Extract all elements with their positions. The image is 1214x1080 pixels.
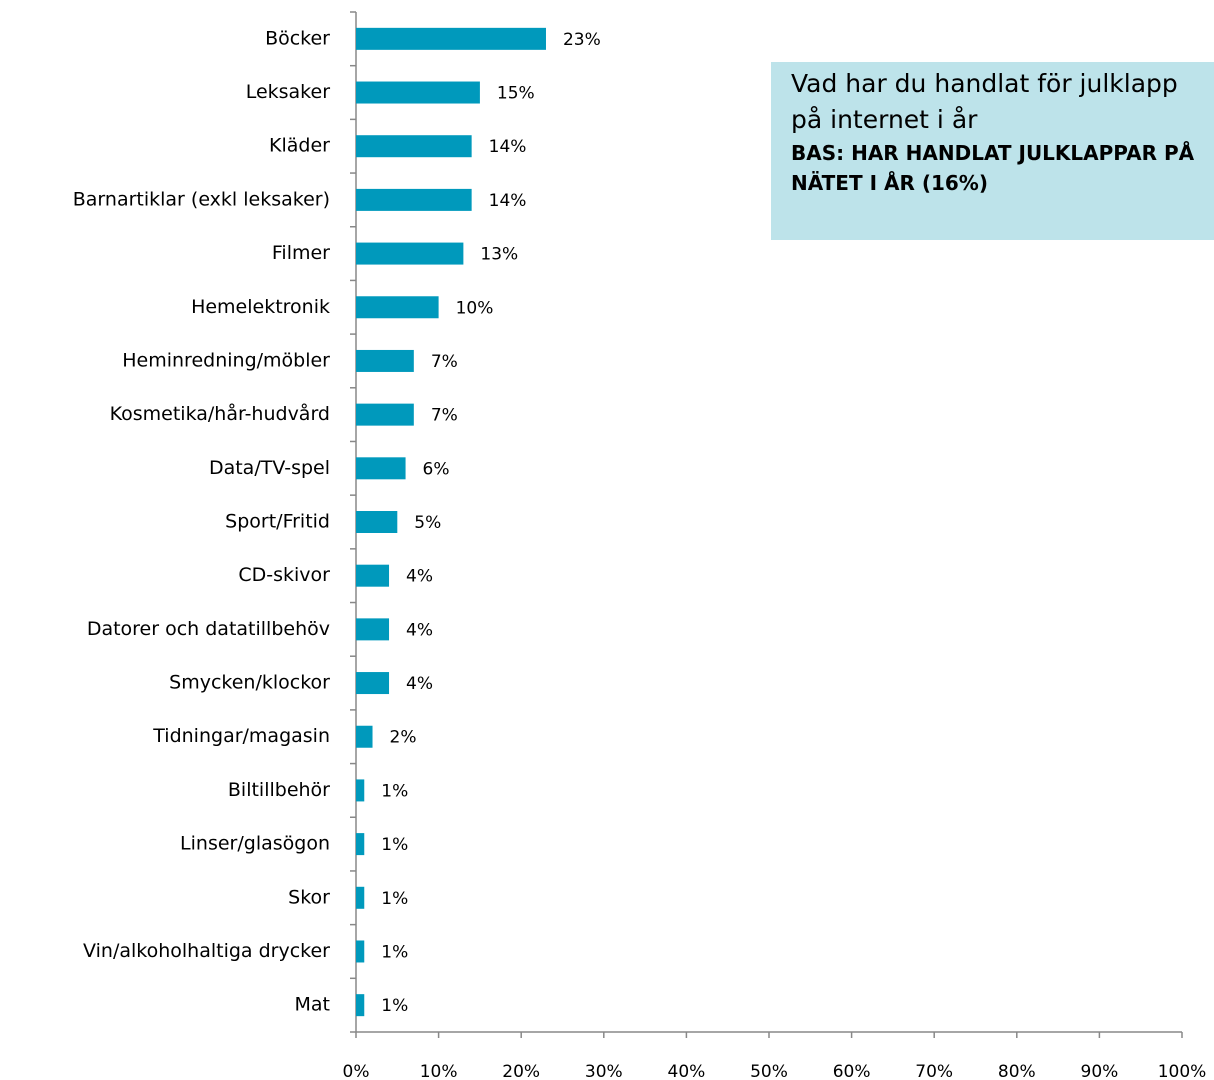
category-label: Sport/Fritid bbox=[225, 511, 330, 533]
bar bbox=[356, 994, 365, 1017]
bar bbox=[356, 886, 365, 909]
bar bbox=[356, 940, 365, 963]
bar bbox=[356, 349, 414, 372]
category-label: Barnartiklar (exkl leksaker) bbox=[73, 188, 330, 210]
value-label: 2% bbox=[390, 728, 417, 748]
value-label: 4% bbox=[406, 620, 433, 640]
bar bbox=[356, 457, 406, 480]
category-label: Böcker bbox=[265, 27, 330, 49]
category-label: Vin/alkoholhaltiga drycker bbox=[83, 940, 330, 962]
category-label: Tidningar/magasin bbox=[152, 725, 330, 747]
x-tick-label: 0% bbox=[343, 1062, 370, 1080]
bar bbox=[356, 511, 398, 533]
value-label: 5% bbox=[414, 513, 441, 533]
chart-subtitle: BAS: HAR HANDLAT JULKLAPPAR PÅ NÄTET I Å… bbox=[791, 141, 1195, 195]
category-label: Filmer bbox=[272, 242, 330, 264]
value-label: 15% bbox=[497, 84, 535, 104]
value-label: 14% bbox=[489, 137, 527, 157]
category-label: Biltillbehör bbox=[228, 779, 330, 801]
category-label: Linser/glasögon bbox=[180, 833, 330, 855]
bar bbox=[356, 564, 390, 587]
category-label: Kläder bbox=[269, 135, 330, 157]
category-label: Hemelektronik bbox=[191, 296, 330, 318]
value-label: 1% bbox=[381, 889, 408, 909]
bar bbox=[356, 672, 390, 695]
value-label: 13% bbox=[480, 245, 518, 265]
bar bbox=[356, 618, 390, 641]
x-tick-label: 20% bbox=[502, 1062, 540, 1080]
x-tick-label: 60% bbox=[833, 1062, 871, 1080]
category-label: CD-skivor bbox=[238, 564, 330, 586]
value-label: 1% bbox=[381, 781, 408, 801]
bar bbox=[356, 403, 414, 426]
category-label: Mat bbox=[295, 994, 331, 1016]
value-label: 4% bbox=[406, 567, 433, 587]
bar bbox=[356, 725, 373, 748]
value-label: 1% bbox=[381, 835, 408, 855]
category-label: Kosmetika/hår-hudvård bbox=[110, 402, 330, 425]
category-label: Skor bbox=[288, 886, 330, 908]
category-label: Smycken/klockor bbox=[169, 672, 330, 694]
value-label: 1% bbox=[381, 996, 408, 1016]
bar bbox=[356, 242, 464, 265]
bar bbox=[356, 833, 365, 856]
category-label: Data/TV-spel bbox=[209, 457, 330, 479]
value-label: 4% bbox=[406, 674, 433, 694]
x-tick-label: 90% bbox=[1081, 1062, 1119, 1080]
title-box: Vad har du handlat för julklapp på inter… bbox=[771, 62, 1214, 240]
bar bbox=[356, 135, 472, 158]
x-tick-label: 50% bbox=[750, 1062, 788, 1080]
x-tick-label: 30% bbox=[585, 1062, 623, 1080]
value-label: 23% bbox=[563, 30, 601, 50]
chart-title: Vad har du handlat för julklapp på inter… bbox=[791, 69, 1178, 134]
x-tick-label: 40% bbox=[668, 1062, 706, 1080]
category-label: Datorer och datatillbehöv bbox=[87, 618, 330, 640]
value-label: 7% bbox=[431, 406, 458, 426]
bar bbox=[356, 81, 480, 104]
category-label: Leksaker bbox=[246, 81, 331, 103]
bar bbox=[356, 779, 365, 802]
bar bbox=[356, 27, 546, 50]
value-label: 7% bbox=[431, 352, 458, 372]
x-tick-label: 10% bbox=[420, 1062, 458, 1080]
bar bbox=[356, 296, 439, 319]
x-tick-label: 70% bbox=[915, 1062, 953, 1080]
value-label: 10% bbox=[456, 298, 494, 318]
category-label: Heminredning/möbler bbox=[122, 349, 330, 371]
value-label: 6% bbox=[423, 459, 450, 479]
value-label: 14% bbox=[489, 191, 527, 211]
value-label: 1% bbox=[381, 942, 408, 962]
x-tick-label: 100% bbox=[1158, 1062, 1207, 1080]
bar bbox=[356, 188, 472, 211]
x-tick-label: 80% bbox=[998, 1062, 1036, 1080]
